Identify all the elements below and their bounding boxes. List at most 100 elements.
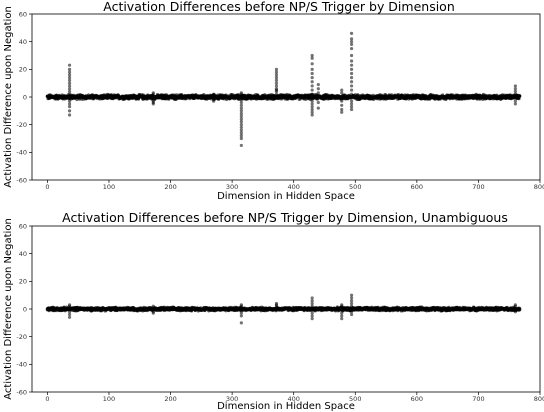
data-points [45, 31, 522, 148]
y-tick-label: -60 [16, 388, 27, 396]
data-point [349, 312, 354, 317]
data-point [349, 42, 354, 47]
y-tick-label: 0 [23, 93, 27, 101]
data-point [310, 311, 314, 315]
data-point [349, 102, 354, 106]
data-point [349, 63, 354, 67]
x-tick-label: 200 [164, 395, 176, 403]
x-tick-label: 700 [472, 183, 484, 191]
data-point [349, 296, 354, 300]
data-point [310, 53, 314, 58]
data-point [151, 311, 155, 315]
data-point [349, 301, 354, 306]
data-point [340, 110, 344, 114]
data-point [316, 87, 320, 91]
x-tick-label: 400 [287, 395, 299, 403]
data-point [67, 87, 72, 91]
data-point [274, 78, 279, 82]
data-point [310, 84, 314, 88]
data-point [513, 89, 517, 94]
x-tick-label: 500 [349, 395, 361, 403]
data-point [151, 91, 155, 95]
x-tick-label: 800 [534, 183, 544, 191]
data-point [513, 102, 517, 106]
data-point [310, 317, 314, 321]
data-point [67, 310, 72, 314]
data-point [239, 128, 243, 132]
data-point [274, 81, 279, 85]
data-point [67, 102, 72, 106]
data-point [239, 103, 243, 107]
data-point [274, 70, 279, 74]
y-tick-label: 0 [23, 305, 27, 313]
data-point [518, 94, 522, 98]
data-point [349, 299, 354, 303]
data-point [239, 314, 243, 318]
data-point [513, 87, 517, 91]
x-axis-label: Dimension in Hidden Space [217, 401, 355, 412]
y-tick-label: 40 [19, 38, 27, 46]
data-point [212, 92, 216, 96]
data-point [239, 98, 243, 102]
data-point [67, 63, 72, 67]
x-tick-label: 0 [45, 395, 49, 403]
y-axis-label: Activation Difference upon Negation [3, 6, 14, 188]
data-point [239, 131, 243, 135]
x-tick-label: 600 [411, 395, 423, 403]
x-tick-label: 700 [472, 395, 484, 403]
x-tick-label: 800 [534, 395, 544, 403]
data-point [239, 136, 243, 141]
data-point [340, 91, 344, 95]
data-point [310, 76, 314, 80]
data-point [340, 314, 344, 318]
data-point [316, 106, 320, 110]
data-point [239, 106, 243, 110]
data-point [349, 88, 354, 92]
chart-bottom: Activation Differences before NP/S Trigg… [3, 210, 544, 412]
data-point [310, 110, 314, 114]
data-point [67, 81, 72, 85]
data-point [513, 84, 517, 88]
data-point [310, 62, 314, 66]
data-point [349, 40, 354, 44]
data-point [349, 99, 354, 103]
data-point [310, 296, 314, 300]
y-tick-label: -20 [16, 333, 27, 341]
x-tick-label: 600 [411, 183, 423, 191]
data-point [513, 99, 517, 103]
data-point [67, 109, 72, 113]
x-tick-label: 300 [226, 183, 238, 191]
data-point [67, 73, 72, 77]
data-point [349, 105, 354, 109]
data-point [310, 56, 314, 60]
data-point [310, 304, 314, 308]
data-point [340, 317, 344, 321]
y-tick-label: 60 [19, 10, 27, 18]
data-point [274, 88, 279, 92]
y-tick-label: -20 [16, 121, 27, 129]
data-point [67, 315, 72, 319]
data-point [67, 67, 72, 71]
y-tick-label: -40 [16, 361, 27, 369]
data-point [67, 99, 72, 103]
data-point [349, 80, 354, 84]
data-point [349, 92, 354, 96]
y-tick-label: -40 [16, 149, 27, 157]
data-point [513, 92, 517, 96]
data-point [349, 293, 354, 297]
data-point [310, 314, 314, 318]
data-point [340, 311, 344, 315]
data-point [274, 73, 279, 77]
data-point [274, 76, 279, 80]
data-point [239, 125, 243, 130]
data-point [67, 113, 72, 117]
data-point [349, 76, 354, 80]
data-point [67, 312, 72, 317]
data-point [340, 107, 344, 112]
data-point [310, 80, 314, 84]
data-point [310, 107, 314, 112]
data-point [513, 303, 517, 307]
